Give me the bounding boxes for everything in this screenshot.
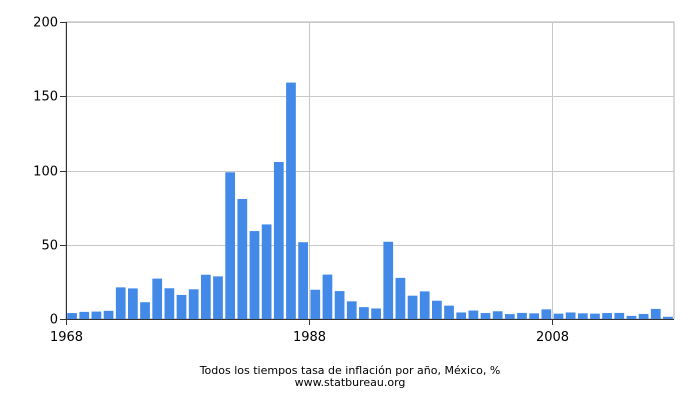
bar xyxy=(286,82,296,319)
bar xyxy=(164,288,175,319)
bar xyxy=(553,313,564,319)
x-tick-label: 2008 xyxy=(536,330,569,345)
bar xyxy=(602,313,612,319)
bar xyxy=(614,312,625,319)
bar xyxy=(225,172,236,319)
bar xyxy=(334,291,345,319)
bar xyxy=(91,311,102,319)
y-tick-label: 100 xyxy=(33,165,58,180)
bar xyxy=(650,308,661,319)
bar xyxy=(273,162,284,319)
bar xyxy=(188,289,199,319)
bar xyxy=(504,314,515,319)
bar xyxy=(128,288,138,319)
bar xyxy=(213,276,223,319)
bar xyxy=(577,313,588,319)
bar xyxy=(492,311,503,319)
bars xyxy=(67,82,673,319)
bar xyxy=(480,313,491,319)
chart-title: Todos los tiempos tasa de inflación por … xyxy=(199,364,501,377)
bar xyxy=(383,241,394,319)
x-tick-label: 1988 xyxy=(293,330,326,345)
bar xyxy=(67,313,77,319)
bar xyxy=(359,307,369,319)
y-tick-label: 200 xyxy=(33,16,58,31)
bar xyxy=(626,315,637,319)
bar xyxy=(432,300,442,319)
bar xyxy=(371,308,381,319)
bar xyxy=(79,311,90,319)
bar xyxy=(298,242,308,319)
bar xyxy=(140,302,150,319)
gridlines xyxy=(65,21,675,320)
bar xyxy=(152,278,163,319)
bar xyxy=(541,309,552,319)
plot-frame xyxy=(65,21,675,320)
bar xyxy=(419,291,430,319)
bar xyxy=(590,313,600,319)
bar xyxy=(310,289,321,319)
tick-labels: 0 50 100 150 200 1968 1988 2008 xyxy=(33,16,569,346)
bar xyxy=(261,224,272,319)
y-tick-label: 150 xyxy=(33,90,58,105)
bar xyxy=(444,305,454,319)
bar xyxy=(638,313,649,319)
bar xyxy=(565,312,576,319)
bar xyxy=(517,312,527,319)
y-tick-label: 50 xyxy=(41,239,58,254)
bar xyxy=(456,312,467,319)
bar xyxy=(346,301,357,319)
bar xyxy=(237,199,248,319)
bar xyxy=(103,310,114,319)
bar xyxy=(200,274,211,319)
bar xyxy=(529,313,540,319)
bar xyxy=(663,316,673,319)
x-tick-label: 1968 xyxy=(50,330,83,345)
source-link[interactable]: www.statbureau.org xyxy=(294,376,406,389)
bar xyxy=(395,277,406,319)
bar xyxy=(322,274,333,319)
bar xyxy=(115,287,126,319)
axes xyxy=(60,22,674,325)
y-tick-label: 0 xyxy=(50,313,58,328)
bar xyxy=(407,295,418,319)
bar xyxy=(249,231,260,319)
bar xyxy=(468,310,479,319)
bar xyxy=(176,294,187,319)
